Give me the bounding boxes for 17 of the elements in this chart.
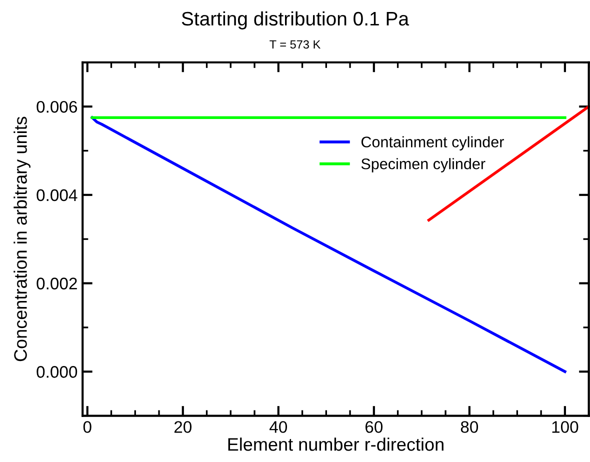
y-tick-label: 0.002 (36, 278, 77, 290)
legend-label: Specimen cylinder (361, 158, 486, 172)
x-tick-label: 60 (365, 421, 383, 433)
x-tick-label: 20 (174, 421, 192, 433)
y-axis-title: Concentration in arbitrary units (14, 116, 30, 362)
x-tick-label: 0 (83, 421, 92, 433)
x-axis-title: Element number r-direction (228, 438, 444, 451)
y-tick-label: 0.006 (36, 100, 78, 113)
y-tick-label: 0.004 (36, 189, 78, 202)
chart-subtitle: T = 573 K (270, 40, 321, 49)
line-series (90, 116, 566, 374)
x-tick-label: 40 (270, 421, 288, 433)
x-tick-label: 100 (552, 421, 578, 433)
chart-title: Starting distribution 0.1 Pa (182, 11, 410, 30)
y-tick-label: 0.000 (36, 366, 78, 378)
x-tick-label: 80 (460, 421, 478, 433)
legend-label: Containment cylinder (361, 136, 504, 150)
